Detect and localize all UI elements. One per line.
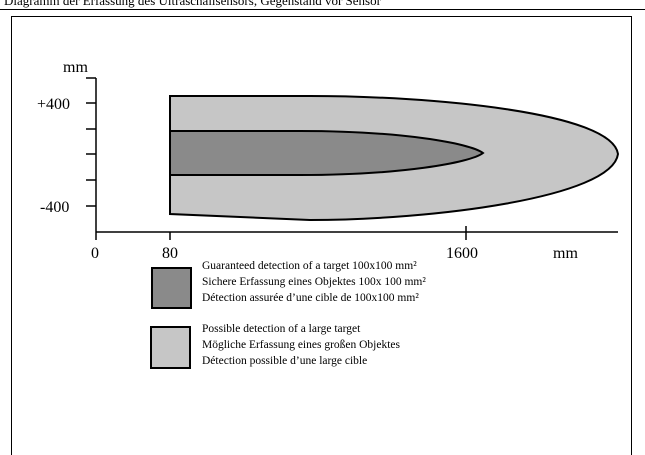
top-divider: [0, 9, 645, 10]
legend-possible-line-de: Mögliche Erfassung eines großen Objektes: [202, 339, 401, 351]
x-axis-ticks: [95, 226, 467, 240]
legend-guaranteed-line-en: Guaranteed detection of a target 100x100…: [202, 260, 417, 272]
guaranteed-detection-zone: [169, 130, 485, 176]
figure-frame: [11, 16, 632, 455]
legend-possible-line-en: Possible detection of a large target: [202, 323, 361, 335]
y-tick-label-minus400: -400: [40, 199, 69, 216]
y-unit-label: mm: [63, 59, 88, 76]
legend-guaranteed-line-fr: Détection assurée d’une cible de 100x100…: [202, 292, 419, 304]
legend-possible-line-fr: Détection possible d’une large cible: [202, 355, 368, 367]
x-tick-label-1600: 1600: [446, 245, 478, 262]
x-tick-label-0: 0: [91, 245, 99, 262]
legend-guaranteed-line-de: Sichere Erfassung eines Objektes 100x 10…: [202, 276, 426, 288]
x-unit-label: mm: [553, 245, 578, 262]
legend-swatch-possible: [150, 326, 191, 369]
legend-guaranteed-text: Guaranteed detection of a target 100x100…: [202, 258, 426, 306]
y-axis-ticks: [86, 77, 96, 207]
y-tick-label-plus400: +400: [37, 96, 70, 113]
legend-swatch-guaranteed: [151, 267, 192, 309]
figure-caption: Diagramm der Erfassung des Ultraschallse…: [4, 0, 381, 8]
legend-possible-text: Possible detection of a large target Mög…: [202, 321, 400, 369]
x-tick-label-80: 80: [162, 245, 178, 262]
